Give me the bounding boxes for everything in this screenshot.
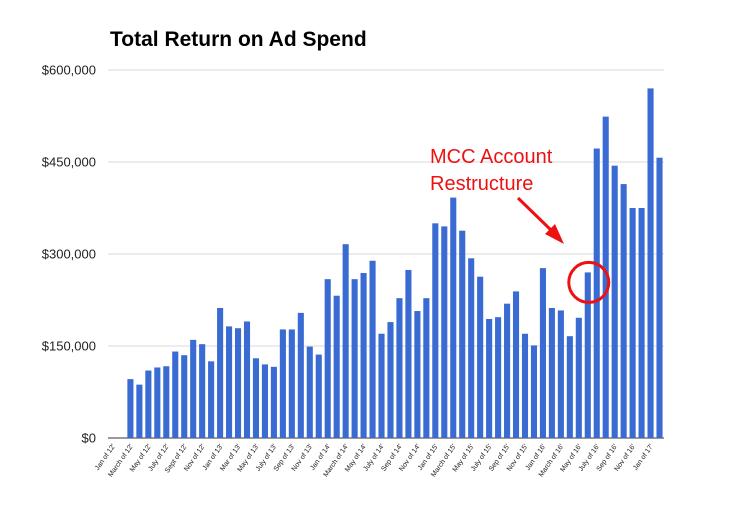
bar [530,345,538,438]
bar [234,328,242,438]
bar [548,307,555,438]
bar [378,333,385,438]
bar [324,279,331,438]
chart-title: Total Return on Ad Spend [110,28,367,51]
bar [611,165,618,438]
annotation-text: Restructure [430,173,533,195]
bar [656,157,663,438]
bar [441,226,448,438]
bar [504,303,511,438]
bar [297,312,304,438]
y-tick-label: $0 [82,431,96,446]
bar [459,230,466,438]
bar [279,329,286,438]
bar [154,367,161,438]
annotation-arrow-head [545,224,564,244]
bar [423,298,430,438]
bars [127,88,663,439]
bar [270,366,277,438]
bar [315,354,322,438]
bar [226,326,233,438]
bar [477,276,484,438]
bar [199,344,206,438]
highlight-circle [567,260,611,304]
bar [575,317,582,438]
bar [647,88,654,439]
bar [306,346,313,438]
bar [369,260,376,438]
y-tick-label: $300,000 [42,247,96,262]
bar [127,379,134,438]
bar [208,361,215,438]
bar [387,322,394,438]
bar [261,364,268,438]
annotation-arrow-shaft [516,196,555,234]
bar [396,298,403,438]
bar [566,336,573,438]
bar [629,208,636,438]
bar [521,333,529,438]
bar [351,279,358,438]
bar [638,208,645,438]
bar [468,258,475,438]
bar [136,384,143,438]
bar [190,339,197,438]
bar [172,351,179,438]
bar [512,291,520,438]
bar [620,184,627,438]
bar [584,272,591,438]
y-tick-label: $600,000 [42,63,96,78]
y-axis: $0 $150,000 $300,000 $450,000 $600,000 [42,63,96,446]
bar [450,197,457,438]
bar [405,269,412,438]
bar [243,321,251,438]
bar [252,358,260,438]
bar [495,317,502,438]
bar [432,223,439,438]
bar [414,311,421,438]
bar [217,307,224,438]
y-tick-label: $450,000 [42,155,96,170]
bar [333,295,340,438]
bar [539,268,546,438]
bar [163,366,170,438]
bar [342,244,349,438]
bar [288,329,295,438]
bar [360,273,367,438]
bar [145,370,152,438]
bar [181,355,188,438]
bar [593,148,600,438]
annotation: MCC Account Restructure [430,146,611,304]
annotation-text: MCC Account [430,146,553,168]
bar [557,310,564,438]
y-tick-label: $150,000 [42,339,96,354]
bar [602,116,609,439]
bar [486,319,493,438]
x-axis: Jan of 12'March of 12'May of 12'July of … [94,443,655,478]
